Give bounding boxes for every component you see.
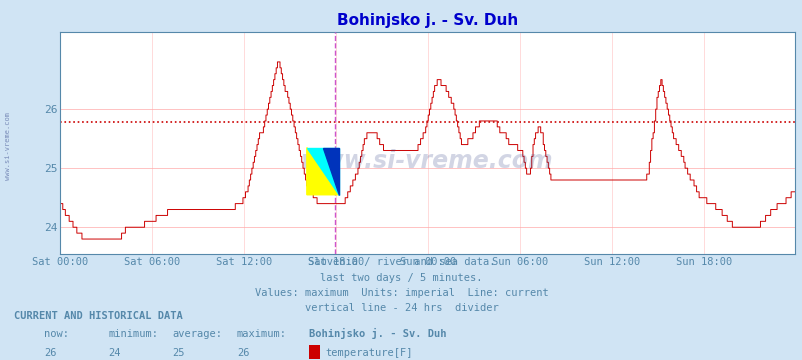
Text: temperature[F]: temperature[F] (325, 348, 412, 358)
Text: CURRENT AND HISTORICAL DATA: CURRENT AND HISTORICAL DATA (14, 311, 183, 321)
Text: average:: average: (172, 329, 222, 339)
Text: vertical line - 24 hrs  divider: vertical line - 24 hrs divider (304, 303, 498, 313)
Text: 25: 25 (172, 348, 185, 358)
Polygon shape (322, 148, 338, 195)
Text: Values: maximum  Units: imperial  Line: current: Values: maximum Units: imperial Line: cu… (254, 288, 548, 298)
Text: 24: 24 (108, 348, 121, 358)
Text: maximum:: maximum: (237, 329, 286, 339)
Text: www.si-vreme.com: www.si-vreme.com (5, 112, 11, 180)
Text: 26: 26 (44, 348, 57, 358)
Polygon shape (306, 148, 338, 195)
Text: www.si-vreme.com: www.si-vreme.com (301, 149, 553, 173)
Text: Slovenia / river and sea data.: Slovenia / river and sea data. (307, 257, 495, 267)
Text: 26: 26 (237, 348, 249, 358)
Polygon shape (306, 148, 338, 195)
Title: Bohinjsko j. - Sv. Duh: Bohinjsko j. - Sv. Duh (337, 13, 517, 28)
Text: minimum:: minimum: (108, 329, 158, 339)
Text: now:: now: (44, 329, 69, 339)
Text: Bohinjsko j. - Sv. Duh: Bohinjsko j. - Sv. Duh (309, 328, 446, 339)
Text: last two days / 5 minutes.: last two days / 5 minutes. (320, 273, 482, 283)
